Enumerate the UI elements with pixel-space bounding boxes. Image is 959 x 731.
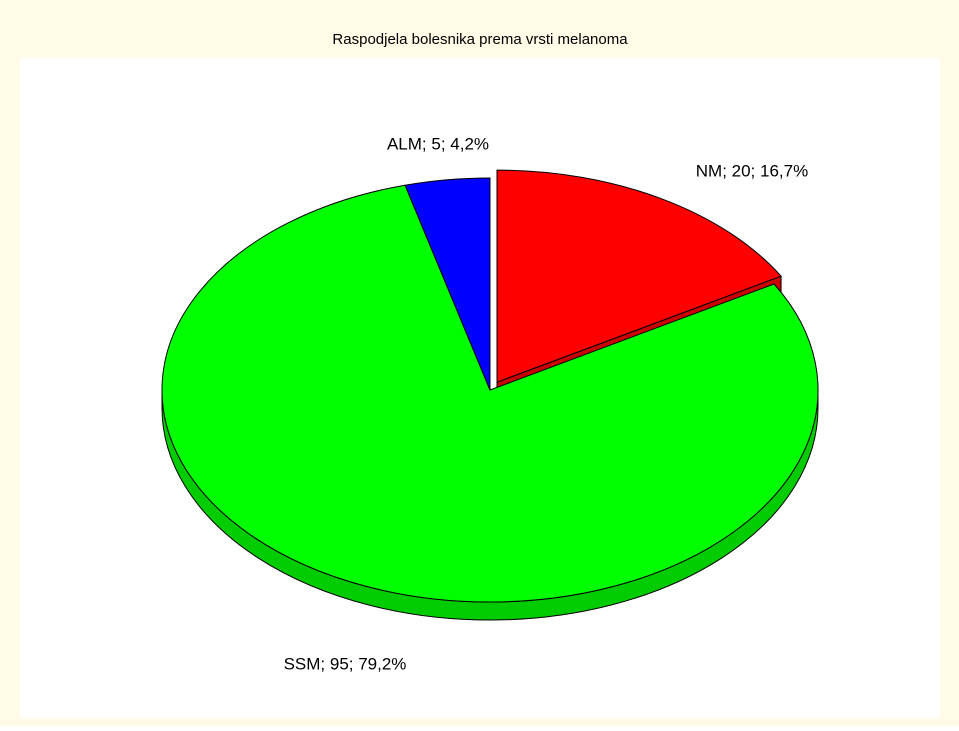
slice [161, 184, 819, 603]
slice [404, 177, 491, 391]
data-label: NM; 20; 16,7% [696, 161, 808, 180]
data-label: SSM; 95; 79,2% [284, 654, 407, 673]
chart-title: Raspodjela bolesnika prema vrsti melanom… [332, 31, 628, 48]
data-label: ALM; 5; 4,2% [387, 134, 489, 153]
slice [496, 169, 782, 383]
